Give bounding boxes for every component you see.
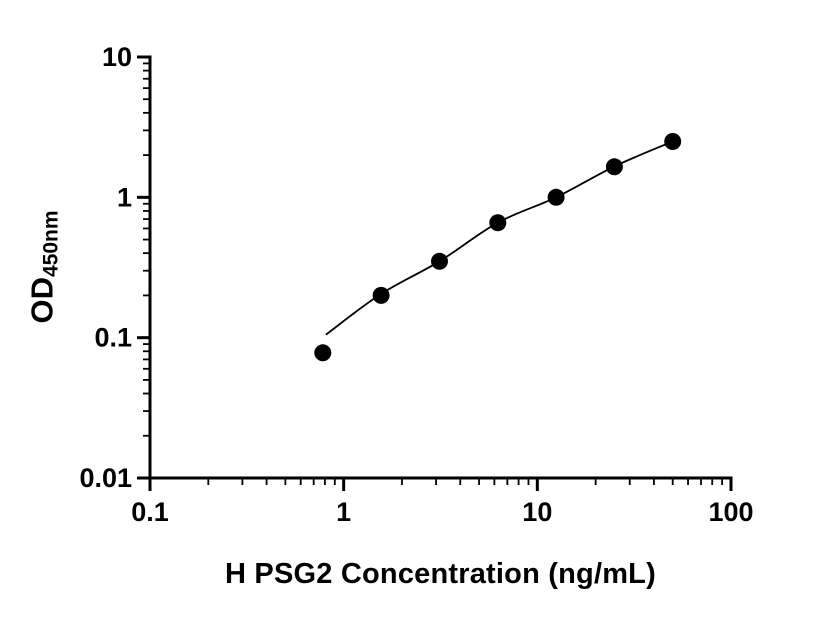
y-tick-label: 10 bbox=[102, 42, 132, 72]
x-tick-label: 1 bbox=[336, 497, 351, 527]
data-point bbox=[314, 344, 332, 362]
data-point bbox=[605, 158, 623, 176]
y-axis-title: OD450nm bbox=[24, 210, 63, 323]
x-tick-label: 100 bbox=[708, 497, 753, 527]
data-point bbox=[372, 286, 390, 304]
y-tick-label: 0.1 bbox=[94, 323, 132, 353]
data-point bbox=[664, 133, 682, 150]
data-point bbox=[547, 188, 565, 206]
x-tick-label: 10 bbox=[522, 497, 552, 527]
data-point bbox=[431, 252, 448, 270]
y-axis-title-subscript: 450nm bbox=[39, 210, 63, 278]
x-axis-title: H PSG2 Concentration (ng/mL) bbox=[225, 558, 656, 590]
data-point bbox=[489, 214, 507, 232]
y-tick-label: 0.01 bbox=[79, 463, 132, 493]
y-tick-label: 1 bbox=[117, 182, 132, 212]
x-tick-label: 0.1 bbox=[131, 497, 169, 527]
y-axis-title-main: OD bbox=[24, 277, 60, 324]
